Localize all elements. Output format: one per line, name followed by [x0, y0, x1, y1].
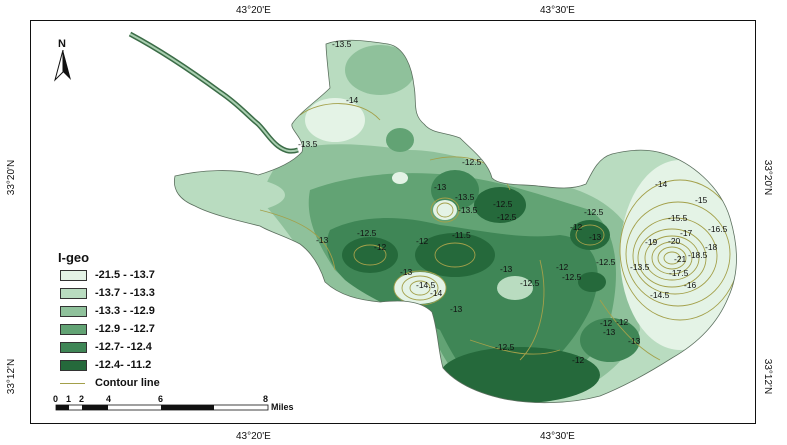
- legend-label: -12.7- -12.4: [95, 341, 152, 353]
- scale-tick-label: 6: [158, 394, 164, 404]
- legend-title: I-geo: [58, 250, 90, 265]
- study-area-outline: [173, 39, 737, 404]
- contour-label: -12: [416, 236, 429, 246]
- contour-label: -14.5: [416, 280, 436, 290]
- contour-label: -12.5: [357, 228, 377, 238]
- coord-top-right: 43°30'E: [540, 5, 575, 16]
- legend-contour-row: Contour line: [60, 376, 160, 390]
- contour-label: -13: [450, 304, 463, 314]
- scale-tick-label: 4: [106, 394, 112, 404]
- igeo-raster: [174, 40, 737, 403]
- legend-row: -13.3 - -12.9: [60, 304, 155, 318]
- contour-label: -18.5: [688, 250, 708, 260]
- coord-top-left: 43°20'E: [236, 5, 271, 16]
- scale-tick-label: 2: [79, 394, 85, 404]
- river: [128, 31, 299, 154]
- north-arrow-icon: [54, 50, 71, 82]
- contour-label: -14.5: [650, 290, 670, 300]
- scale-tick-label: 0: [53, 394, 59, 404]
- contour-label: -17: [680, 228, 693, 238]
- scale-unit: Miles: [271, 402, 294, 412]
- legend-label: -21.5 - -13.7: [95, 269, 155, 281]
- legend-label: -12.4- -11.2: [95, 359, 152, 371]
- contour-label: -12: [572, 355, 585, 365]
- coord-bottom-right: 43°30'E: [540, 431, 575, 442]
- contour-label: -15: [695, 195, 708, 205]
- contour-label: -12.5: [520, 278, 540, 288]
- contour-label: -15.5: [668, 213, 688, 223]
- north-arrow: N: [53, 38, 73, 84]
- scale-tick-label: 8: [263, 394, 269, 404]
- contour-label: -12: [616, 317, 629, 327]
- contour-label: -13: [434, 182, 447, 192]
- contour-label: -13.5: [630, 262, 650, 272]
- contour-labels: -13.5 -14 -13.5 -12.5 -13 -13.5 -13.5 -12.5 -12.…: [298, 39, 728, 365]
- contour-label: -14: [346, 95, 359, 105]
- contour-line-sample: [60, 382, 85, 384]
- contour-label: -13: [603, 327, 616, 337]
- legend-swatch: [60, 287, 87, 299]
- contour-label: -13: [316, 235, 329, 245]
- contour-label: -14: [430, 288, 443, 298]
- contour-label: -14: [655, 179, 668, 189]
- legend-row: -12.4- -11.2: [60, 358, 151, 372]
- contour-label: -12: [556, 262, 569, 272]
- contour-label: -12.5: [497, 212, 517, 222]
- contour-label: -12.5: [462, 157, 482, 167]
- contour-label: -12: [374, 242, 387, 252]
- legend-row: -12.7- -12.4: [60, 340, 152, 354]
- contour-label: -13.5: [455, 192, 475, 202]
- contour-label: -13.5: [332, 39, 352, 49]
- legend-row: -21.5 - -13.7: [60, 268, 155, 282]
- legend-swatch: [60, 269, 87, 281]
- legend-swatch: [60, 305, 87, 317]
- contour-label: -12: [600, 318, 613, 328]
- contour-label: -12: [570, 222, 583, 232]
- contour-label: -21: [674, 254, 687, 264]
- contour-label: -12.5: [495, 342, 515, 352]
- legend-label: -13.7 - -13.3: [95, 287, 155, 299]
- contour-label: -16.5: [708, 224, 728, 234]
- contour-label: -11.5: [452, 230, 471, 240]
- legend-swatch: [60, 323, 87, 335]
- legend-label: -12.9 - -12.7: [95, 323, 155, 335]
- contour-label: -12.5: [493, 199, 513, 209]
- legend-swatch: [60, 359, 87, 371]
- legend-contour-label: Contour line: [95, 377, 160, 389]
- scale-tick-label: 1: [66, 394, 72, 404]
- contour-label: -13: [628, 336, 641, 346]
- contour-label: -16: [684, 280, 697, 290]
- coord-bottom-left: 43°20'E: [236, 431, 271, 442]
- contour-label: -20: [668, 236, 681, 246]
- river-bank: [129, 33, 299, 153]
- legend-row: -12.9 - -12.7: [60, 322, 155, 336]
- contour-label: -12.5: [562, 272, 582, 282]
- legend-swatch: [60, 341, 87, 353]
- north-label: N: [58, 38, 66, 50]
- legend-row: -13.7 - -13.3: [60, 286, 155, 300]
- contour-label: -17.5: [669, 268, 689, 278]
- contour-label: -12.5: [584, 207, 604, 217]
- contour-label: -19: [645, 237, 658, 247]
- legend-label: -13.3 - -12.9: [95, 305, 155, 317]
- contour-label: -13.5: [298, 139, 318, 149]
- contour-label: -12.5: [596, 257, 616, 267]
- contour-label: -13: [400, 267, 413, 277]
- contour-label: -13: [589, 232, 602, 242]
- contour-label: -18: [705, 242, 718, 252]
- scale-bar: [55, 404, 269, 411]
- contour-label: -13: [500, 264, 513, 274]
- contour-label: -13.5: [458, 205, 478, 215]
